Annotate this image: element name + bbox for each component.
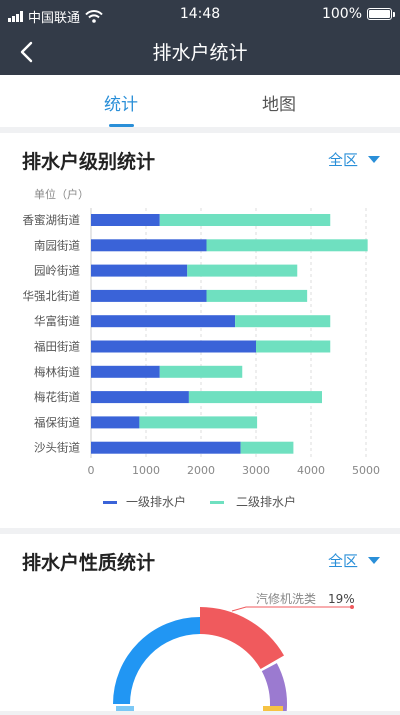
x-tick-label: 1000 <box>132 464 160 477</box>
bar-level2 <box>159 365 243 378</box>
category-label: 梅林街道 <box>34 365 80 379</box>
level-filter-label: 全区 <box>327 151 358 169</box>
bar-level1 <box>91 315 236 328</box>
category-label: 福保街道 <box>34 415 80 429</box>
battery-icon <box>367 8 395 20</box>
annotation-dot <box>350 605 354 609</box>
legend-label-2: 二级排水户 <box>236 494 296 509</box>
legend-label-1: 一级排水户 <box>126 494 186 509</box>
bar-level2 <box>206 289 308 302</box>
battery-percent: 100% <box>321 6 362 22</box>
donut-slice-blue <box>113 617 200 704</box>
x-tick-label: 3000 <box>242 464 270 477</box>
tab-bar: 统计 地图 <box>0 75 400 127</box>
donut-slice-lightblue <box>116 706 134 711</box>
bar-level1 <box>91 264 188 277</box>
bar-level2 <box>159 214 331 226</box>
bar-level1 <box>91 239 207 252</box>
annotation-label: 汽修机洗类 <box>256 591 316 606</box>
bar-level2 <box>206 239 368 252</box>
nav-bar: 排水户统计 <box>0 30 400 75</box>
nature-district-filter[interactable]: 全区 <box>328 550 380 571</box>
signal-icon <box>8 11 23 22</box>
caret-down-icon <box>368 156 380 163</box>
donut-slice-red <box>200 607 285 669</box>
level-bar-chart: 单位（户） 0 1000 2000 3000 4000 5000 香蜜湖街道南园街道园岭街道华… <box>23 187 381 509</box>
y-unit-label: 单位（户） <box>34 187 89 201</box>
bar-level2 <box>235 315 331 328</box>
bar-level1 <box>91 340 256 353</box>
level-district-filter[interactable]: 全区 <box>328 149 380 170</box>
level-stats-title: 排水户级别统计 <box>22 151 156 173</box>
category-label: 福田街道 <box>34 340 80 354</box>
legend-swatch-1 <box>103 501 117 504</box>
bar-level1 <box>91 441 241 454</box>
carrier-label: 中国联通 <box>28 11 81 26</box>
caret-down-icon <box>368 557 380 564</box>
bar-level2 <box>240 441 294 454</box>
back-arrow-icon[interactable] <box>14 38 42 66</box>
level-stats-card: 排水户级别统计 全区 单位（户） 0 1000 2000 3000 4000 5000 香蜜湖… <box>0 133 400 528</box>
x-tick-label: 5000 <box>352 464 380 477</box>
donut-slice-purple <box>261 663 288 712</box>
category-label: 园岭街道 <box>34 264 80 278</box>
category-label: 沙头街道 <box>34 441 80 455</box>
status-bar: 中国联通 14:48 100% <box>0 0 400 30</box>
bar-level2 <box>139 416 258 429</box>
category-label: 香蜜湖街道 <box>23 213 81 227</box>
nature-stats-title: 排水户性质统计 <box>22 552 156 574</box>
wifi-icon <box>85 10 103 23</box>
nature-filter-label: 全区 <box>327 552 358 570</box>
page-title: 排水户统计 <box>152 42 248 64</box>
nature-stats-card: 排水户性质统计 全区 汽修机洗类 19% <box>0 534 400 712</box>
annotation-value: 19% <box>328 592 355 606</box>
bar-level1 <box>91 365 160 378</box>
category-label: 梅花街道 <box>34 390 80 404</box>
bar-level1 <box>91 391 189 404</box>
bar-level1 <box>91 416 140 429</box>
x-tick-label: 0 <box>88 464 95 477</box>
tab-map[interactable]: 地图 <box>262 95 296 115</box>
bar-level2 <box>188 391 322 404</box>
bar-level2 <box>256 340 331 353</box>
bar-level2 <box>187 264 298 277</box>
x-tick-label: 2000 <box>187 464 215 477</box>
status-right: 100% <box>321 6 395 22</box>
tab-statistics[interactable]: 统计 <box>104 95 138 115</box>
clock: 14:48 <box>179 6 221 22</box>
nature-donut-chart: 汽修机洗类 19% <box>113 591 355 712</box>
status-left: 中国联通 <box>8 7 103 26</box>
category-label: 华富街道 <box>34 314 80 328</box>
category-label: 华强北街道 <box>23 289 81 303</box>
tab-active-indicator <box>109 124 134 127</box>
x-tick-label: 4000 <box>297 464 325 477</box>
bar-level1 <box>91 214 160 226</box>
donut-slice-yellow <box>263 706 283 711</box>
bar-level1 <box>91 289 207 302</box>
annotation-line <box>231 606 352 612</box>
category-label: 南园街道 <box>34 238 80 252</box>
legend-swatch-2 <box>210 501 224 504</box>
